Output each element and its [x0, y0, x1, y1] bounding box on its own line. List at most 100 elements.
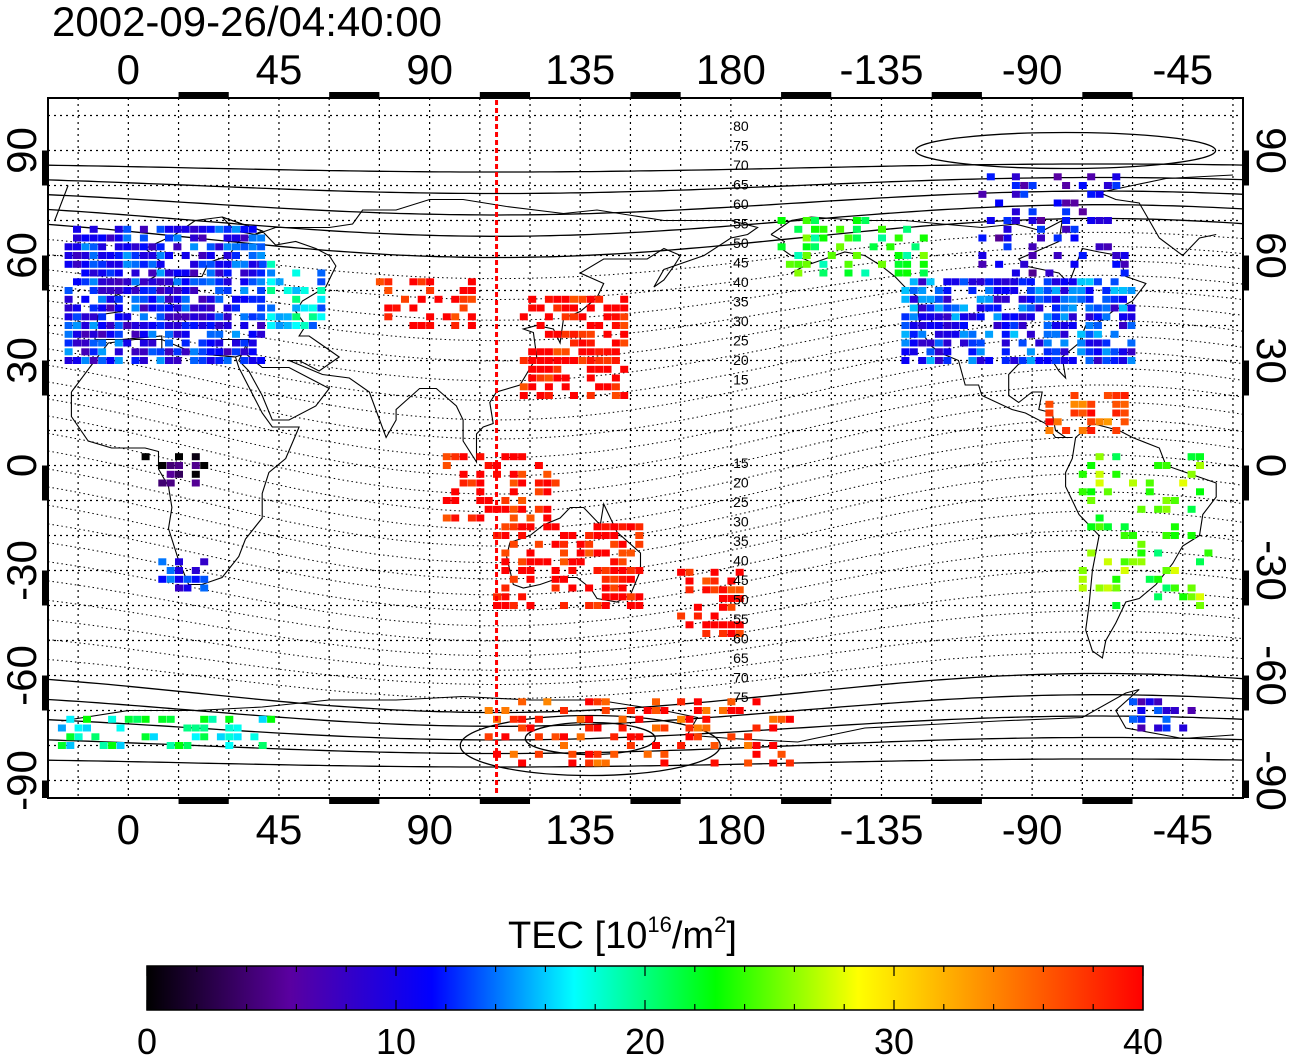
- tec-cell: [509, 715, 518, 723]
- tec-cell: [459, 295, 468, 303]
- tec-cell: [1026, 330, 1035, 338]
- tec-cell: [586, 339, 595, 347]
- tec-cell: [1204, 549, 1213, 557]
- tec-cell: [1170, 523, 1179, 531]
- tec-cell: [901, 348, 910, 356]
- tec-cell: [578, 339, 587, 347]
- tec-cell: [501, 549, 510, 557]
- tec-cell: [568, 584, 577, 592]
- tec-cell: [89, 313, 98, 321]
- tec-cell: [190, 243, 199, 251]
- tec-cell: [198, 304, 207, 312]
- tec-cell: [518, 523, 527, 531]
- tec-cell: [1035, 339, 1044, 347]
- tec-cell: [81, 313, 90, 321]
- tec-cell: [476, 470, 485, 478]
- tec-cell: [1127, 357, 1136, 364]
- tec-cell: [198, 348, 207, 356]
- tec-cell: [993, 322, 1002, 329]
- tec-cell: [66, 733, 75, 741]
- tec-cell: [595, 295, 604, 303]
- mlat-contour: [47, 530, 1244, 611]
- tec-cell: [206, 357, 215, 364]
- tec-cell: [1018, 339, 1027, 347]
- tec-cell: [794, 252, 803, 259]
- tec-cell: [467, 514, 476, 522]
- tec-cell: [611, 339, 620, 347]
- tec-cell: [1085, 330, 1094, 338]
- coastline: [221, 198, 759, 464]
- tec-cell: [1154, 707, 1163, 714]
- mlat-contour: [47, 367, 1244, 459]
- tec-cell: [501, 602, 510, 609]
- tec-cell: [215, 313, 224, 321]
- tec-cell: [173, 295, 182, 303]
- tec-cell: [73, 278, 81, 286]
- tec-cell: [240, 313, 249, 321]
- tec-cell: [985, 295, 994, 303]
- tec-cell: [1110, 304, 1119, 312]
- tec-cell: [1102, 357, 1111, 364]
- tec-cell: [735, 595, 744, 602]
- tec-cell: [601, 584, 610, 592]
- tec-cell: [240, 225, 249, 233]
- tec-cell: [585, 698, 594, 706]
- tec-cell: [215, 322, 224, 329]
- tec-cell: [951, 330, 960, 338]
- tec-cell: [190, 348, 199, 356]
- tec-cell: [275, 278, 284, 286]
- tec-cell: [785, 759, 794, 767]
- tec-cell: [543, 488, 552, 496]
- tec-cell: [181, 330, 190, 338]
- tec-cell: [903, 260, 912, 268]
- tec-cell: [267, 269, 276, 277]
- tec-cell: [626, 575, 635, 583]
- tec-cell: [693, 724, 702, 732]
- tec-cell: [1011, 269, 1020, 277]
- tec-cell: [561, 383, 570, 391]
- bottom-lon-label: 135: [545, 806, 615, 853]
- tec-cell: [123, 278, 132, 286]
- tec-cell: [586, 374, 595, 382]
- tec-cell: [317, 313, 326, 321]
- tec-cell: [240, 357, 249, 364]
- mlat-contour: [47, 335, 1244, 421]
- tec-cell: [968, 278, 977, 286]
- tec-cell: [1052, 287, 1060, 294]
- tec-cell: [233, 733, 242, 741]
- tec-cell: [526, 558, 535, 566]
- tec-cell: [811, 217, 819, 224]
- tec-cell: [139, 287, 148, 294]
- tec-cell: [1010, 357, 1019, 364]
- frame-bar: [329, 92, 380, 98]
- tec-cell: [175, 558, 183, 566]
- tec-cell: [200, 733, 209, 741]
- tec-cell: [1162, 715, 1171, 723]
- tec-cell: [1085, 322, 1094, 329]
- tec-cell: [652, 724, 660, 732]
- mlat-label: 20: [733, 475, 749, 491]
- tec-cell: [509, 479, 518, 487]
- tec-cell: [528, 304, 537, 312]
- tec-cell: [528, 383, 537, 391]
- tec-cell: [986, 173, 995, 181]
- tec-cell: [1196, 453, 1204, 461]
- colorbar-ticks: 0 10 20 30 40: [137, 966, 1163, 1057]
- tec-cell: [601, 759, 610, 767]
- tec-cell: [1010, 287, 1019, 294]
- tec-cell: [1078, 400, 1087, 408]
- tec-cell: [175, 453, 183, 461]
- tec-cell: [1011, 182, 1020, 189]
- mlat-label: 20: [733, 352, 749, 368]
- tec-cell: [526, 575, 535, 583]
- tec-cell: [610, 750, 619, 758]
- tec-cell: [685, 577, 694, 585]
- tec-cell: [852, 217, 861, 224]
- tec-cell: [1154, 505, 1163, 513]
- tec-cell: [509, 453, 518, 461]
- tec-cell: [1127, 304, 1136, 312]
- tec-cell: [570, 357, 578, 364]
- coastline: [506, 502, 642, 603]
- tec-cell: [1062, 427, 1071, 434]
- tec-cell: [819, 260, 828, 268]
